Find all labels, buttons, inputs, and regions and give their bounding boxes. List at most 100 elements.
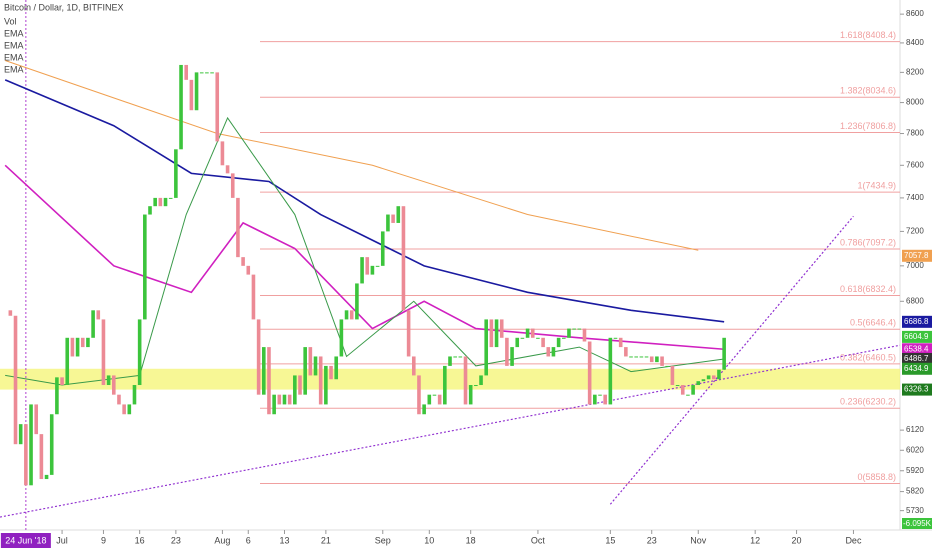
price-label: 6686.8: [904, 317, 929, 326]
candle: [468, 385, 473, 405]
candle: [241, 257, 245, 266]
candle: [649, 356, 654, 363]
candle: [230, 173, 235, 198]
candle: [24, 424, 28, 486]
x-tick-label: Sep: [375, 535, 391, 545]
candle: [324, 365, 328, 405]
fib-label: 0.382(6460.5): [840, 352, 896, 362]
candle: [298, 375, 302, 395]
y-tick-label: 8400: [906, 38, 924, 47]
candle: [603, 394, 607, 405]
candle: [220, 141, 225, 166]
candle: [355, 283, 359, 320]
candle: [168, 197, 173, 199]
candle: [561, 337, 566, 339]
volume-label-bg: [902, 518, 932, 529]
candle: [536, 337, 540, 339]
candle: [391, 214, 395, 223]
candle: [282, 394, 287, 405]
candle: [287, 394, 292, 405]
candle: [277, 394, 282, 405]
candle: [386, 214, 390, 232]
y-tick-label: 8200: [906, 67, 924, 76]
candle: [644, 356, 649, 358]
candle: [158, 197, 163, 207]
candle: [624, 347, 628, 357]
price-label: 6538.4: [904, 344, 929, 353]
y-tick-label: 7400: [906, 193, 924, 202]
candle: [179, 64, 183, 150]
candle: [525, 328, 530, 338]
fib-label: 0.786(7097.2): [840, 237, 896, 247]
candle: [453, 356, 457, 358]
legend-entry: EMA: [4, 28, 24, 38]
candle: [365, 257, 370, 275]
candle: [515, 337, 520, 348]
candle: [520, 337, 525, 339]
candle: [474, 385, 478, 387]
candle: [432, 394, 437, 396]
candle: [505, 337, 509, 366]
y-tick-label: 5820: [906, 487, 924, 496]
price-label-bg: [902, 383, 932, 396]
candle: [577, 328, 582, 330]
price-label-bg: [902, 315, 932, 328]
price-label: 6326.3: [904, 385, 929, 394]
candle: [598, 394, 602, 396]
candle: [117, 394, 121, 405]
candle: [711, 375, 716, 380]
candle: [194, 72, 199, 111]
candle: [375, 265, 380, 267]
candle: [701, 379, 706, 382]
y-tick-label: 6120: [906, 425, 924, 434]
candle: [70, 337, 75, 357]
candle: [530, 328, 535, 338]
x-tick-label: 9: [101, 535, 106, 545]
price-label: 7057.8: [904, 251, 929, 260]
candle: [655, 356, 659, 363]
support-band: [0, 368, 900, 390]
y-tick-label: 6020: [906, 445, 924, 454]
candle: [334, 356, 339, 380]
candle: [567, 328, 571, 338]
candle: [153, 197, 157, 207]
y-tick-label: 7600: [906, 160, 924, 169]
price-label: 6486.7: [904, 354, 929, 363]
candle: [256, 319, 261, 395]
candle: [303, 347, 307, 395]
trendline: [609, 215, 854, 505]
x-tick-label: 6: [246, 535, 251, 545]
price-label-bg: [902, 343, 932, 356]
candle: [541, 337, 545, 348]
ema-line: [5, 60, 699, 251]
volume-label: -6.095K: [903, 519, 932, 528]
x-tick-label: Oct: [531, 535, 546, 545]
candle: [634, 356, 639, 358]
candle: [427, 394, 432, 405]
cursor-label-bg: [0, 533, 51, 548]
candle: [551, 347, 556, 357]
chart-title: Bitcoin / Dollar, 1D, BITFINEX: [4, 2, 124, 12]
candle: [489, 319, 494, 348]
legend-entry: EMA: [4, 64, 24, 74]
candle: [246, 265, 251, 275]
ema-line: [4, 79, 725, 323]
fib-label: 0.618(6832.4): [840, 284, 896, 294]
candle: [608, 337, 613, 405]
candle: [448, 356, 452, 366]
candle: [556, 337, 561, 348]
candle: [101, 319, 106, 386]
fib-label: 1(7434.9): [857, 181, 896, 191]
candle: [189, 79, 194, 111]
legend-entry: Vol: [4, 16, 17, 26]
fib-label: 0.236(6230.2): [840, 397, 896, 407]
candle: [582, 328, 587, 342]
candle: [360, 257, 364, 284]
candle: [411, 356, 416, 376]
fib-label: 0(5858.8): [857, 472, 896, 482]
candle: [205, 72, 209, 74]
y-tick-label: 5920: [906, 466, 924, 475]
candle: [380, 231, 385, 266]
candle: [127, 404, 132, 415]
